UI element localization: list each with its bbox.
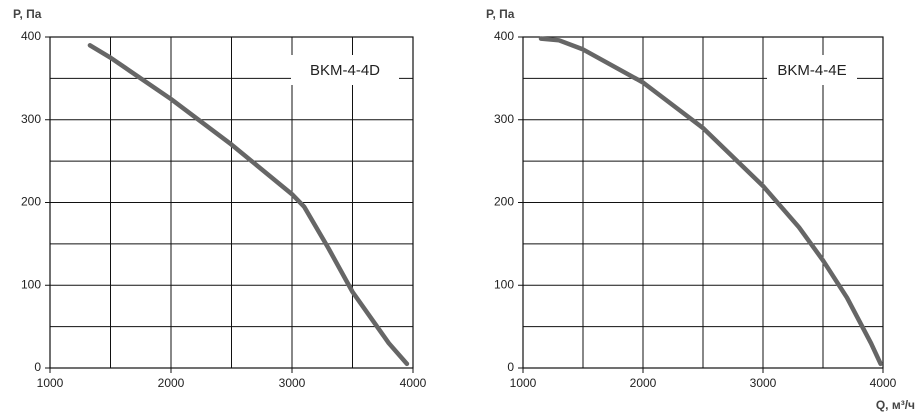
annotation-box [291, 55, 399, 85]
y-tick-label: 100 [494, 277, 514, 291]
x-tick-label: 1000 [37, 376, 64, 390]
x-tick-label: 4000 [870, 376, 897, 390]
y-tick-label: 100 [21, 277, 41, 291]
annotation: BKM-4-4E [777, 62, 846, 79]
annotation-box [767, 55, 857, 85]
x-tick-label: 2000 [158, 376, 185, 390]
y-tick-label: 400 [494, 29, 514, 43]
x-tick-label: 3000 [750, 376, 777, 390]
curve [538, 36, 883, 367]
y-tick-label: 0 [507, 360, 514, 374]
curve [87, 43, 410, 367]
annotation: BKM-4-4D [310, 62, 380, 79]
x-tick-label: 3000 [279, 376, 306, 390]
x-tick-label: 4000 [400, 376, 427, 390]
y-axis-label: P, Па [13, 7, 42, 21]
x-tick-label: 1000 [510, 376, 537, 390]
y-tick-label: 300 [494, 112, 514, 126]
y-tick-label: 400 [21, 29, 41, 43]
y-axis-label: P, Па [486, 7, 515, 21]
x-tick-label: 2000 [630, 376, 657, 390]
y-tick-label: 200 [21, 195, 41, 209]
y-tick-label: 0 [34, 360, 41, 374]
y-tick-label: 200 [494, 195, 514, 209]
y-tick-label: 300 [21, 112, 41, 126]
x-axis-label: Q, м³/ч [876, 398, 915, 412]
